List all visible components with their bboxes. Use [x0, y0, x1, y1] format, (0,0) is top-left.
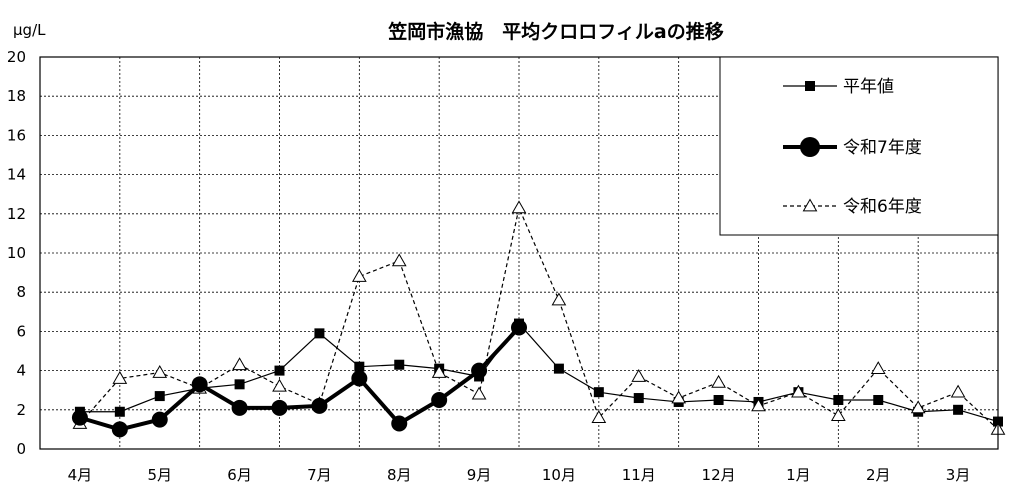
data-point-triangle	[910, 400, 926, 414]
data-point-square	[234, 379, 245, 390]
data-point-triangle	[232, 357, 247, 371]
data-point-square	[354, 361, 365, 372]
y-tick-label: 2	[16, 401, 26, 419]
data-point-triangle	[431, 365, 447, 378]
data-point-square	[154, 391, 165, 402]
y-axis-ticks: 0 2 4 6 8 10 12 14 16 18 20	[7, 48, 26, 458]
data-point-circle	[71, 409, 88, 426]
y-tick-label: 4	[16, 362, 26, 380]
series-line	[79, 322, 999, 423]
plot-area-border	[39, 56, 999, 450]
data-point-triangle	[751, 398, 766, 412]
data-point-square	[314, 328, 325, 339]
data-point-square	[953, 404, 964, 415]
y-axis-unit-label: μg/L	[13, 21, 46, 39]
y-tick-label: 12	[7, 205, 26, 223]
data-point-triangle	[870, 361, 886, 375]
data-point-triangle	[351, 269, 367, 282]
y-tick-label: 6	[16, 322, 26, 340]
data-point-circle	[191, 376, 208, 393]
x-tick-label: 9月	[467, 466, 492, 484]
data-point-triangle	[471, 386, 487, 400]
data-point-circle	[311, 397, 328, 414]
data-point-triangle	[391, 253, 407, 267]
y-tick-label: 18	[7, 87, 26, 105]
x-tick-label: 6月	[227, 466, 252, 484]
data-point-triangle	[830, 408, 846, 422]
data-point-circle	[271, 399, 288, 416]
x-tick-label: 7月	[307, 466, 332, 484]
data-point-triangle	[791, 384, 806, 398]
data-point-circle	[511, 319, 527, 336]
data-point-square	[394, 359, 405, 370]
data-point-square	[593, 387, 604, 398]
data-point-circle	[431, 392, 448, 408]
data-point-triangle	[802, 198, 818, 212]
x-tick-label: 2月	[866, 466, 891, 484]
data-point-square	[873, 395, 884, 405]
y-tick-label: 0	[16, 440, 26, 458]
chart-title: 笠岡市漁協 平均クロロフィルaの推移	[387, 20, 723, 43]
data-point-square	[114, 406, 125, 417]
x-axis-ticks: 4月 5月 6月 7月 8月 9月 10月 11月 12月 1月 2月 3月	[68, 466, 971, 484]
data-point-triangle	[511, 200, 527, 214]
data-point-triangle	[551, 292, 567, 306]
x-tick-label: 4月	[68, 466, 93, 484]
data-point-circle	[231, 399, 248, 416]
data-point-square	[633, 393, 644, 404]
data-point-triangle	[152, 365, 168, 378]
x-tick-label: 8月	[387, 466, 412, 484]
data-point-triangle	[950, 384, 966, 398]
data-point-triangle	[711, 374, 726, 388]
y-tick-label: 8	[16, 283, 26, 301]
data-point-square	[833, 395, 844, 405]
data-point-square	[553, 363, 564, 374]
data-point-triangle	[631, 368, 647, 382]
legend-box	[719, 56, 999, 236]
data-point-triangle	[112, 370, 128, 384]
legend-label: 令和6年度	[843, 197, 922, 217]
x-tick-label: 10月	[542, 466, 576, 484]
y-tick-label: 14	[7, 166, 26, 184]
x-tick-label: 5月	[147, 466, 172, 484]
legend-label: 平年値	[843, 77, 894, 97]
legend-label: 令和7年度	[843, 138, 922, 158]
y-tick-label: 10	[7, 244, 26, 262]
data-point-square	[713, 395, 724, 405]
data-point-circle	[351, 370, 368, 387]
series-令和7年度	[71, 319, 527, 438]
data-point-square	[274, 365, 285, 376]
series-group	[71, 200, 1006, 438]
data-point-circle	[111, 421, 128, 438]
data-point-triangle	[272, 378, 287, 392]
data-point-triangle	[671, 390, 687, 404]
x-tick-label: 11月	[622, 466, 656, 484]
y-tick-label: 20	[7, 48, 26, 66]
data-point-circle	[391, 415, 408, 432]
series-line	[79, 207, 999, 430]
data-point-circle	[800, 137, 820, 157]
series-令和6年度	[72, 200, 1006, 435]
data-point-circle	[151, 411, 168, 428]
data-point-square	[805, 81, 815, 91]
data-point-circle	[471, 362, 488, 379]
y-tick-label: 16	[7, 126, 26, 144]
x-tick-label: 1月	[786, 466, 811, 484]
x-tick-label: 12月	[702, 466, 736, 484]
x-tick-label: 3月	[946, 466, 971, 484]
data-point-triangle	[591, 410, 607, 424]
